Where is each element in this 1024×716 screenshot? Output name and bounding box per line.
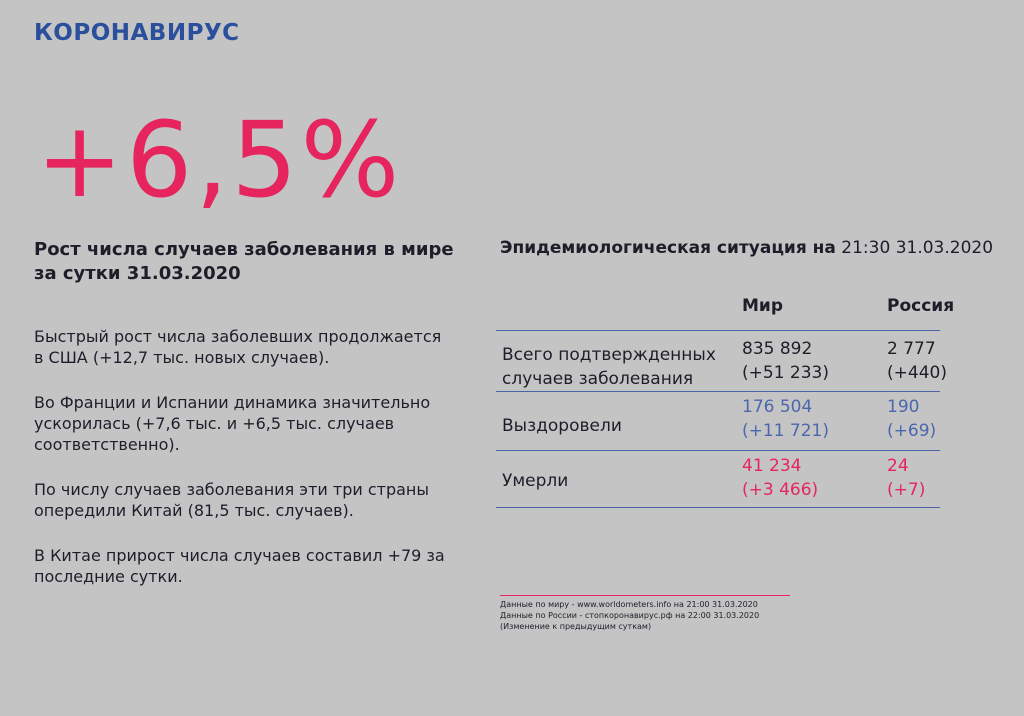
growth-caption-line2: за сутки 31.03.2020 <box>34 263 241 284</box>
table-row-deaths: Умерли 41 234 (+3 466) 24 (+7) <box>496 451 940 507</box>
page-header-title: КОРОНАВИРУС <box>34 20 240 46</box>
growth-caption: Рост числа случаев заболевания в мире за… <box>34 238 454 286</box>
recovered-world-value: 176 504 <box>742 397 813 417</box>
paragraph-china-overtaken: По числу случаев заболевания эти три стр… <box>34 480 430 520</box>
row-label-confirmed-line1: Всего подтвержденных <box>502 345 716 365</box>
paragraph-usa: Быстрый рост числа заболевших продолжает… <box>34 327 442 367</box>
table-divider <box>496 507 940 508</box>
confirmed-russia-value: 2 777 <box>887 339 936 359</box>
situation-title: Эпидемиологическая ситуация на 21:30 31.… <box>500 238 993 258</box>
confirmed-world-delta: (+51 233) <box>742 363 829 383</box>
confirmed-world-value: 835 892 <box>742 339 813 359</box>
cell-confirmed-world: 835 892 (+51 233) <box>742 337 829 385</box>
deaths-world-delta: (+3 466) <box>742 480 819 500</box>
column-header-world: Мир <box>742 296 783 316</box>
description-paragraphs: Быстрый рост числа заболевших продолжает… <box>34 326 454 611</box>
situation-table: Мир Россия Всего подтвержденных случаев … <box>496 294 954 508</box>
source-footnotes: Данные по миру - www.worldometers.info н… <box>500 599 759 632</box>
table-header-row: Мир Россия <box>496 294 954 330</box>
situation-title-text: Эпидемиологическая ситуация на <box>500 238 836 258</box>
table-row-recovered: Выздоровели 176 504 (+11 721) 190 (+69) <box>496 392 940 450</box>
paragraph-china-growth: В Китае прирост числа случаев составил +… <box>34 546 445 586</box>
footnote-change-note: (Изменение к предыдущим суткам) <box>500 622 652 631</box>
cell-confirmed-russia: 2 777 (+440) <box>887 337 947 385</box>
paragraph-france-spain: Во Франции и Испании динамика значительн… <box>34 393 431 454</box>
cell-recovered-world: 176 504 (+11 721) <box>742 395 829 443</box>
situation-timestamp: 21:30 31.03.2020 <box>841 238 994 258</box>
footnote-world-source: Данные по миру - www.worldometers.info н… <box>500 600 758 609</box>
row-label-confirmed-line2: случаев заболевания <box>502 369 694 389</box>
deaths-russia-delta: (+7) <box>887 480 926 500</box>
deaths-russia-value: 24 <box>887 456 909 476</box>
table-divider <box>496 450 940 451</box>
row-label-recovered: Выздоровели <box>502 416 622 436</box>
recovered-russia-value: 190 <box>887 397 920 417</box>
footnote-divider <box>500 595 790 596</box>
confirmed-russia-delta: (+440) <box>887 363 947 383</box>
recovered-world-delta: (+11 721) <box>742 421 829 441</box>
row-label-deaths: Умерли <box>502 471 569 491</box>
column-header-russia: Россия <box>887 296 955 316</box>
row-label-confirmed: Всего подтвержденных случаев заболевания <box>502 343 742 391</box>
cell-deaths-world: 41 234 (+3 466) <box>742 454 818 502</box>
cell-recovered-russia: 190 (+69) <box>887 395 936 443</box>
growth-caption-line1: Рост числа случаев заболевания в мире <box>34 239 454 260</box>
table-row-confirmed: Всего подтвержденных случаев заболевания… <box>496 331 947 391</box>
cell-deaths-russia: 24 (+7) <box>887 454 925 502</box>
table-divider <box>496 391 940 392</box>
recovered-russia-delta: (+69) <box>887 421 937 441</box>
footnote-russia-source: Данные по России - стопкоронавирус.рф на… <box>500 611 760 620</box>
growth-percent: +6,5% <box>36 99 403 221</box>
table-divider <box>496 330 940 331</box>
deaths-world-value: 41 234 <box>742 456 802 476</box>
